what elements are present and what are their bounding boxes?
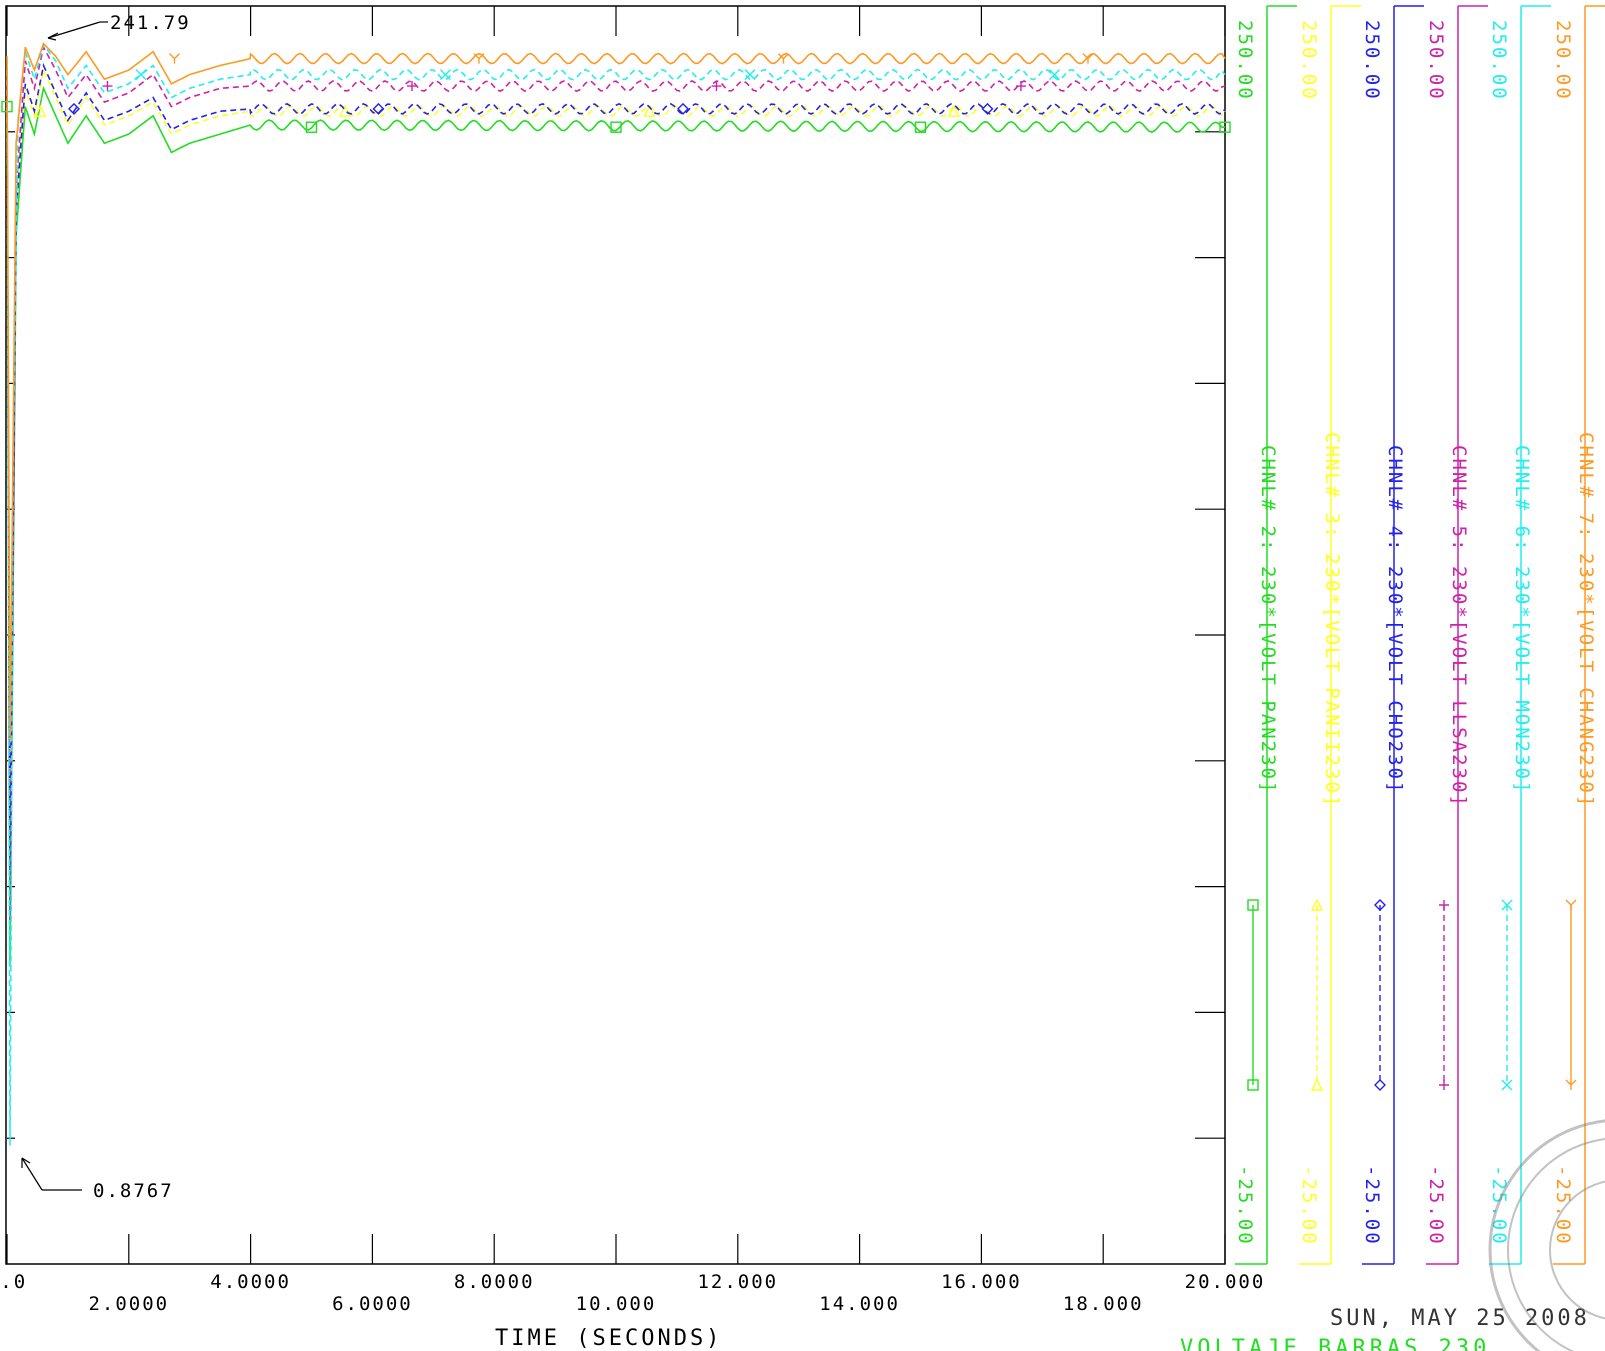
series-marker	[338, 104, 352, 117]
x-tick-label: 20.000	[1185, 1271, 1266, 1293]
series-marker	[1501, 1079, 1513, 1091]
series-marker	[1310, 1078, 1324, 1091]
seal-stamp	[1488, 1119, 1605, 1351]
series-marker	[711, 81, 722, 92]
series-marker	[677, 102, 689, 115]
legend-top-value: 250.00	[1425, 20, 1447, 101]
legend-channel: 250.00 CHNL# 2: 230*[VOLT PAN230] -25.00	[1234, 5, 1297, 1265]
series-marker	[102, 81, 113, 92]
footer-date: SUN, MAY 25 2008	[1330, 1306, 1590, 1331]
series-marker	[406, 81, 417, 92]
x-tick-label: 14.000	[819, 1293, 900, 1315]
legend-bottom-value: -25.00	[1425, 1165, 1447, 1246]
legend-channel: 250.00 CHNL# 3: 230*[VOLT PANII230] -25.00	[1298, 5, 1361, 1265]
series-marker	[1374, 899, 1386, 911]
min-annotation: 0.8767	[21, 1157, 174, 1202]
series-marker	[1247, 899, 1259, 911]
legend-channel: 250.00 CHNL# 4: 230*[VOLT CHO230] -25.00	[1361, 5, 1424, 1265]
min-value-label: 0.8767	[93, 1180, 174, 1202]
legend-channel-name: CHNL# 5: 230*[VOLT LLSA230]	[1448, 445, 1470, 808]
legend-channel-name: CHNL# 4: 230*[VOLT CHO230]	[1384, 445, 1406, 794]
series-marker	[305, 121, 318, 133]
max-value-label: 241.79	[110, 12, 191, 34]
legend-top-value: 250.00	[1361, 20, 1383, 101]
series-marker	[1310, 898, 1324, 911]
series-marker	[1565, 899, 1577, 910]
footer-text: VOLTAJE BARRAS 230	[1180, 1336, 1490, 1351]
x-axis-label: TIME (SECONDS)	[495, 1326, 722, 1351]
legend-bottom-value: -25.00	[1552, 1165, 1574, 1246]
series-marker	[947, 104, 961, 117]
series-marker	[168, 53, 180, 64]
legend-channel: 250.00 CHNL# 7: 230*[VOLT CHANG230] -25.00	[1552, 5, 1605, 1265]
series-marker	[1247, 1079, 1259, 1091]
x-tick-label: 18.000	[1063, 1293, 1144, 1315]
x-tick-label: 4.0000	[210, 1271, 291, 1293]
max-annotation: 241.79	[47, 12, 191, 41]
series-marker	[372, 102, 385, 115]
series-group	[1, 42, 1231, 1146]
x-tick-label: 10.000	[576, 1293, 657, 1315]
series-line	[6, 42, 1226, 738]
legend-bottom-value: -25.00	[1234, 1165, 1256, 1246]
series-marker	[1565, 1079, 1577, 1090]
series-marker	[473, 53, 485, 64]
series-marker	[1015, 81, 1026, 92]
series-marker	[68, 102, 80, 115]
x-tick-label: 2.0000	[88, 1293, 169, 1315]
series-marker	[643, 104, 656, 117]
series-marker	[744, 69, 756, 81]
series-marker	[439, 69, 451, 81]
legend-top-value: 250.00	[1234, 20, 1256, 101]
series-marker	[777, 53, 789, 64]
legend-bottom-value: -25.00	[1298, 1165, 1320, 1246]
legend-channel: 250.00 CHNL# 6: 230*[VOLT MON230] -25.00	[1488, 5, 1551, 1265]
x-tick-label: 16.000	[941, 1271, 1022, 1293]
x-tick-label: 0.0	[0, 1271, 27, 1293]
legend-channel: 250.00 CHNL# 5: 230*[VOLT LLSA230] -25.00	[1425, 5, 1488, 1265]
series-line	[6, 43, 1226, 1146]
series-marker	[1374, 1079, 1386, 1091]
series-marker	[1501, 899, 1513, 911]
x-tick-label: 12.000	[697, 1271, 778, 1293]
legend-channel-name: CHNL# 6: 230*[VOLT MON230]	[1511, 445, 1533, 794]
x-tick-label: 8.0000	[454, 1271, 535, 1293]
series-marker	[1048, 69, 1060, 81]
y-axis-ticks	[7, 131, 1225, 1139]
series-marker	[1082, 53, 1094, 64]
series-line	[6, 44, 1226, 921]
legend-bottom-value: -25.00	[1488, 1165, 1510, 1246]
legend-top-value: 250.00	[1552, 20, 1574, 101]
x-tick-label: 6.0000	[332, 1293, 413, 1315]
legend-top-value: 250.00	[1488, 20, 1510, 101]
series-marker	[1439, 1080, 1449, 1090]
legend-top-value: 250.00	[1298, 20, 1320, 101]
series-line	[6, 85, 1225, 967]
legend-bottom-value: -25.00	[1361, 1165, 1383, 1246]
series-line	[6, 62, 1226, 876]
x-axis-ticks: 0.0 2.0000 4.0000 6.0000 8.0000 10.000 12.000 1…	[0, 6, 1266, 1315]
series-marker	[610, 121, 622, 133]
series-marker	[34, 104, 47, 117]
legend-channel-name: CHNL# 3: 230*[VOLT PANII230]	[1321, 432, 1343, 808]
plot-frame	[5, 5, 1226, 1265]
legend-channel-name: CHNL# 7: 230*[VOLT CHANG230]	[1575, 432, 1597, 808]
series-line	[6, 67, 1226, 784]
series-marker	[1219, 121, 1231, 133]
series-marker	[914, 121, 927, 133]
legend-channel-name: CHNL# 2: 230*[VOLT PAN230]	[1257, 445, 1279, 794]
series-marker	[981, 102, 994, 115]
series-marker	[1439, 900, 1449, 910]
series-marker	[135, 69, 147, 81]
